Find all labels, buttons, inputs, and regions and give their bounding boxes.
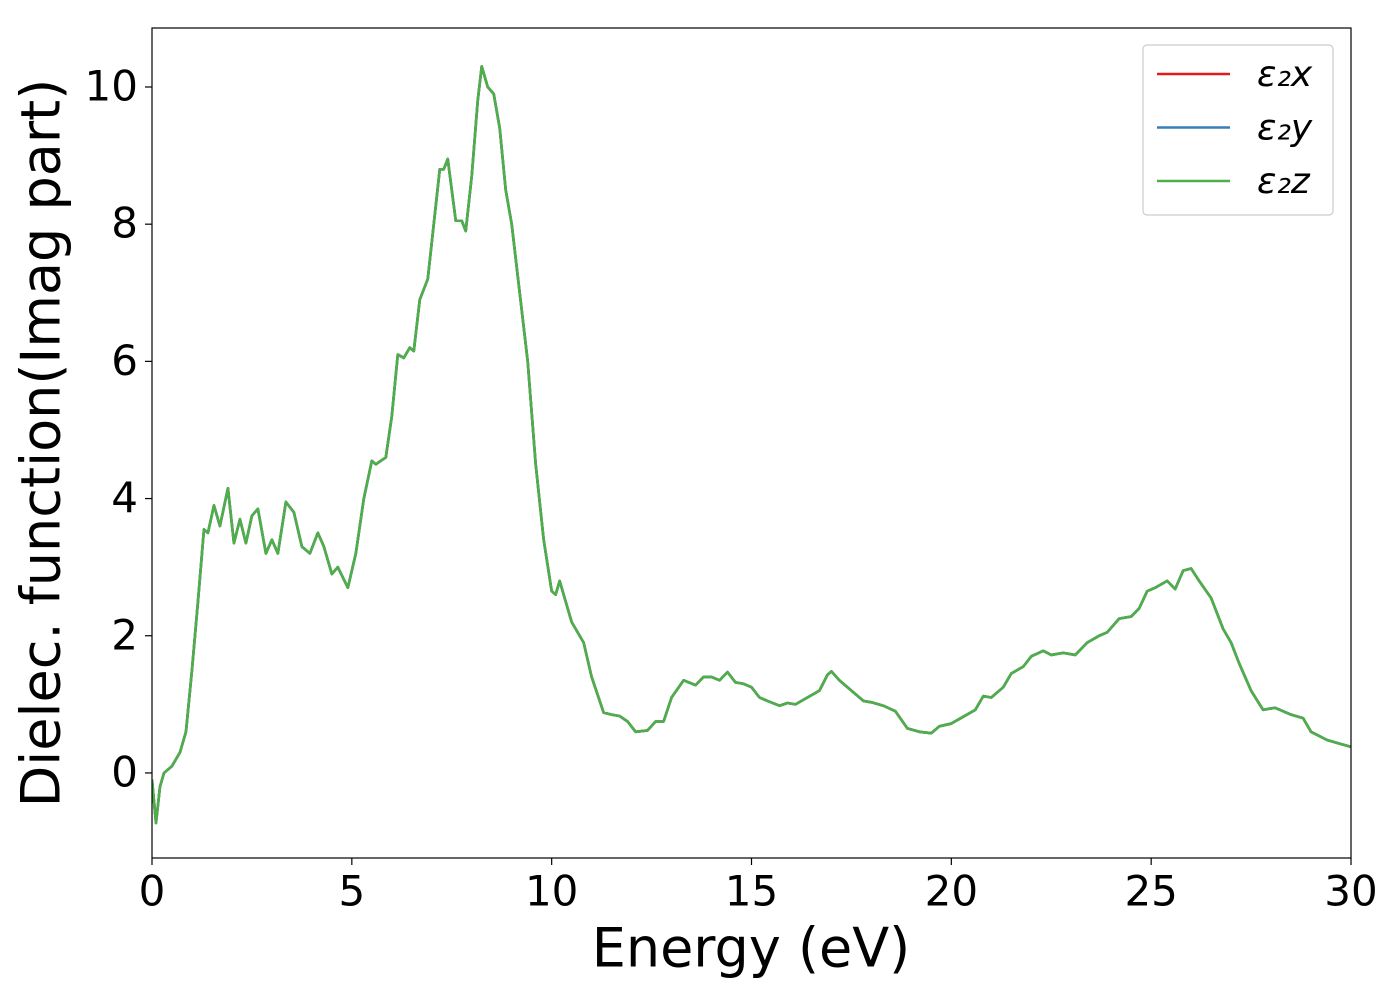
x-tick-label: 30 <box>1324 867 1377 916</box>
y-tick-label: 0 <box>111 747 138 796</box>
x-tick-label: 10 <box>525 867 578 916</box>
series-line <box>152 65 1351 825</box>
y-axis-label: Dielec. function(Imag part) <box>10 79 73 808</box>
legend-label: ε₂z <box>1257 161 1311 202</box>
x-tick-label: 15 <box>725 867 778 916</box>
y-tick-label: 4 <box>111 473 138 522</box>
plot-frame <box>151 27 1352 859</box>
legend-label: ε₂y <box>1257 108 1313 149</box>
x-tick-label: 0 <box>139 867 166 916</box>
y-tick-label: 8 <box>111 199 138 248</box>
y-tick-label: 2 <box>111 610 138 659</box>
x-tick-label: 25 <box>1124 867 1177 916</box>
plot-lines <box>152 65 1351 825</box>
x-tick-label: 5 <box>338 867 365 916</box>
legend-label: ε₂x <box>1257 54 1313 95</box>
legend-box <box>1142 44 1334 216</box>
y-tick-label: 6 <box>111 336 138 385</box>
x-axis-label: Energy (eV) <box>592 917 911 980</box>
x-tick-label: 20 <box>925 867 978 916</box>
y-tick-label: 10 <box>85 61 138 110</box>
